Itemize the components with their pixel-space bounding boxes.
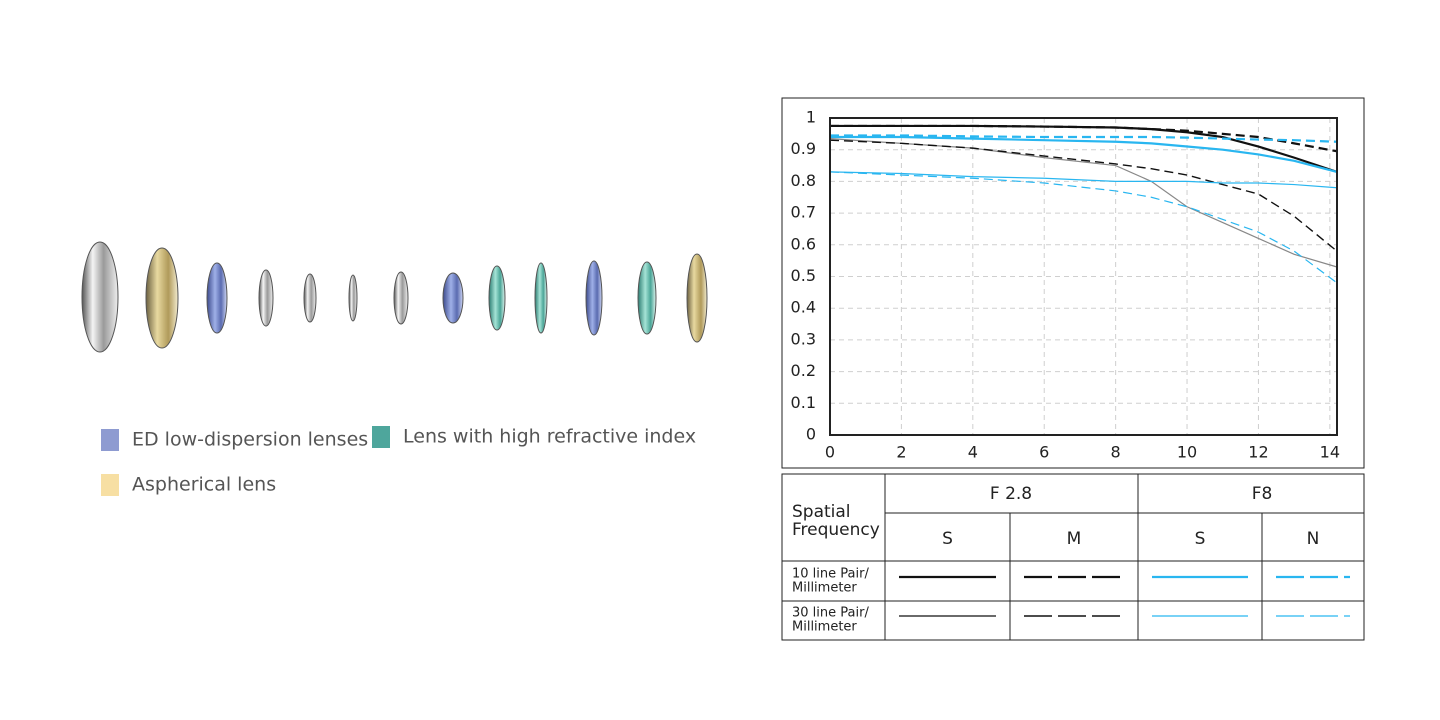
y-tick-label: 0.3 xyxy=(791,329,816,348)
x-tick-label: 4 xyxy=(968,443,978,462)
lens-legend: ED low-dispersion lenses Lens with high r… xyxy=(101,426,696,496)
y-tick-label: 0.5 xyxy=(791,266,816,285)
column-header: S xyxy=(1195,529,1206,549)
table-grid xyxy=(781,473,1365,641)
x-tick-label: 12 xyxy=(1248,443,1268,462)
x-tick-label: 2 xyxy=(896,443,906,462)
series-line xyxy=(829,138,1338,268)
legend-swatch xyxy=(101,474,119,496)
y-tick-label: 0.8 xyxy=(791,171,816,190)
legend-label: ED low-dispersion lenses xyxy=(132,429,368,451)
x-tick-label: 14 xyxy=(1320,443,1340,462)
chart-frame xyxy=(781,97,1365,469)
y-tick-label: 0.2 xyxy=(791,361,816,380)
row-label: Millimeter xyxy=(792,620,857,635)
table-header: Frequency xyxy=(792,520,880,540)
plot-frame xyxy=(829,117,1338,436)
y-tick-label: 0.4 xyxy=(791,298,816,317)
x-tick-label: 6 xyxy=(1039,443,1049,462)
x-tick-label: 0 xyxy=(825,443,835,462)
series-line xyxy=(829,171,1338,189)
legend-swatch xyxy=(101,429,119,451)
x-tick-label: 10 xyxy=(1177,443,1197,462)
aperture: F8 xyxy=(1252,484,1273,504)
row-label: Millimeter xyxy=(792,581,857,596)
aperture: F 2.8 xyxy=(990,484,1032,504)
legend-label: Lens with high refractive index xyxy=(403,426,696,448)
row-label: 10 line Pair/ xyxy=(792,567,869,582)
column-header: N xyxy=(1307,529,1320,549)
legend-swatch xyxy=(372,426,390,448)
x-tick-label: 8 xyxy=(1111,443,1121,462)
series-line xyxy=(830,135,1338,173)
y-tick-label: 1 xyxy=(806,108,816,127)
table-header: Spatial xyxy=(792,502,851,522)
lens-diagram xyxy=(81,241,708,353)
y-tick-label: 0.1 xyxy=(791,393,816,412)
series-line xyxy=(829,171,1338,284)
row-label: 30 line Pair/ xyxy=(792,606,869,621)
series-line xyxy=(830,134,1338,143)
legend-label: Aspherical lens xyxy=(132,474,276,496)
y-tick-label: 0.9 xyxy=(791,139,816,158)
y-tick-label: 0.7 xyxy=(791,203,816,222)
y-tick-label: 0.6 xyxy=(791,234,816,253)
series-line xyxy=(829,139,1338,252)
y-tick-label: 0 xyxy=(806,425,816,444)
column-header: S xyxy=(942,529,953,549)
series-line xyxy=(830,124,1338,173)
column-header: M xyxy=(1067,529,1082,549)
chart: 00.10.20.30.40.50.60.70.80.910 2 4 6 8 10 12 14 xyxy=(791,108,1340,462)
